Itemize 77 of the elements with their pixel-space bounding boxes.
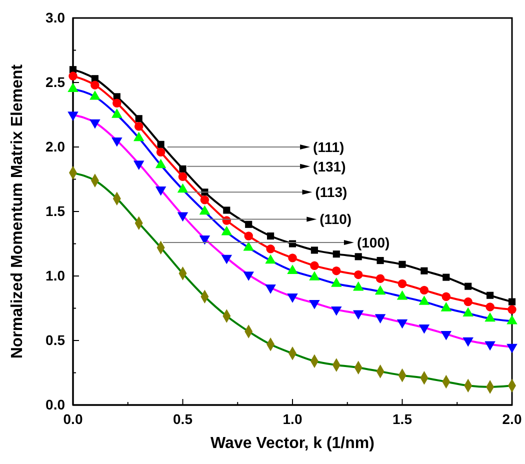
y-tick-label: 1.0 — [46, 267, 66, 284]
x-tick-label: 1.5 — [392, 410, 412, 427]
point — [376, 256, 384, 264]
point — [398, 279, 407, 288]
point — [420, 286, 429, 295]
point — [418, 324, 430, 334]
point — [179, 165, 186, 172]
y-tick-label: 2.0 — [46, 138, 66, 154]
point — [440, 330, 452, 340]
point — [287, 294, 298, 303]
point — [354, 253, 362, 260]
point — [177, 212, 188, 222]
point — [486, 292, 494, 299]
point — [464, 297, 472, 306]
point — [442, 274, 450, 281]
point — [398, 260, 406, 268]
point — [135, 115, 142, 122]
point — [68, 112, 78, 121]
y-tick-label: 0.0 — [46, 396, 66, 412]
point — [157, 140, 164, 148]
point — [332, 250, 340, 258]
x-axis-title: Wave Vector, k (1/nm) — [210, 435, 374, 452]
point — [506, 344, 518, 354]
point — [245, 220, 252, 228]
point — [112, 98, 122, 108]
point — [112, 137, 122, 147]
point — [221, 254, 232, 264]
y-tick-label: 0.5 — [46, 332, 66, 348]
point — [486, 302, 494, 312]
y-axis-title: Normalized Momentum Matrix Element — [9, 64, 26, 359]
x-tick-label: 0.5 — [173, 410, 193, 427]
point — [310, 246, 318, 254]
x-tick-label: 0.0 — [63, 410, 83, 427]
point — [155, 186, 166, 196]
point — [310, 261, 319, 270]
point — [484, 341, 496, 351]
annotation: (100) — [356, 234, 390, 250]
point — [244, 232, 253, 240]
annotation: (110) — [320, 211, 352, 228]
point — [420, 267, 428, 274]
point — [134, 122, 144, 131]
point — [288, 254, 297, 262]
annotation: (131) — [313, 158, 346, 174]
point — [265, 284, 276, 294]
point — [309, 300, 320, 310]
point — [68, 82, 78, 92]
point — [376, 274, 385, 283]
y-tick-label: 3.0 — [46, 9, 66, 26]
point — [223, 206, 230, 214]
annotation: (113) — [315, 184, 348, 200]
point — [90, 119, 100, 129]
point — [462, 337, 474, 347]
point — [332, 266, 341, 276]
point — [508, 305, 516, 314]
x-tick-label: 2.0 — [502, 410, 522, 427]
x-tick-label: 1.0 — [282, 410, 302, 427]
point — [442, 292, 451, 301]
y-tick-label: 1.5 — [46, 202, 66, 219]
point — [243, 272, 254, 281]
point — [200, 196, 210, 204]
point — [199, 235, 210, 245]
point — [508, 298, 516, 306]
point — [178, 172, 188, 182]
point — [133, 160, 144, 170]
point — [156, 148, 166, 157]
point — [331, 306, 342, 316]
point — [90, 80, 100, 90]
y-tick-label: 2.5 — [46, 74, 66, 90]
point — [374, 314, 386, 324]
point — [464, 282, 472, 290]
point — [354, 270, 363, 280]
annotation: (111) — [313, 139, 344, 155]
point — [352, 310, 364, 320]
point — [396, 319, 408, 329]
point — [68, 72, 78, 80]
point — [266, 244, 275, 254]
point — [267, 232, 274, 240]
